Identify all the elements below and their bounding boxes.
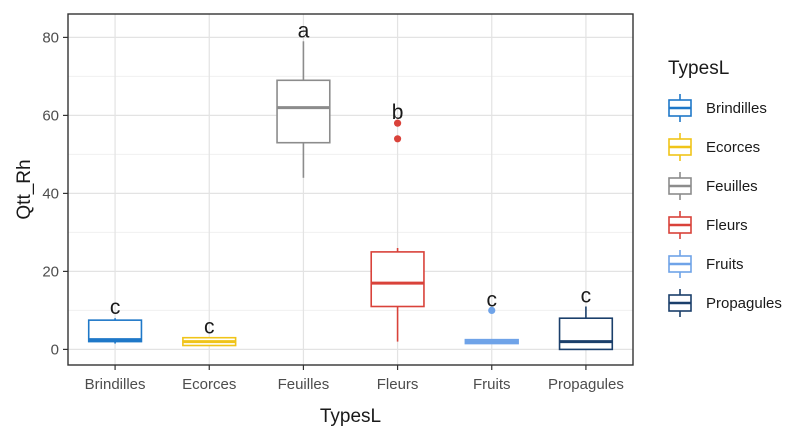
- legend-label: Feuilles: [706, 178, 758, 195]
- outlier-point: [488, 306, 496, 314]
- outlier-point: [393, 135, 402, 143]
- box-ecorces: c: [182, 316, 237, 347]
- panel-border: [67, 13, 634, 366]
- significance-letter: b: [392, 101, 404, 124]
- plot-panel: [68, 14, 633, 365]
- significance-letter: c: [581, 285, 592, 308]
- legend-item-feuilles: Feuilles: [668, 172, 758, 200]
- significance-letter: c: [204, 316, 215, 339]
- y-tick-label: 80: [42, 29, 59, 46]
- legend-label: Propagules: [706, 295, 782, 312]
- legend-item-fleurs: Fleurs: [668, 211, 748, 239]
- box-iqr: [558, 317, 614, 351]
- x-tick-label: Fleurs: [377, 376, 419, 393]
- legend-item-brindilles: Brindilles: [668, 94, 767, 122]
- legend-item-ecorces: Ecorces: [668, 133, 760, 161]
- legend: TypesL Brindilles Ecorces Feuilles Fleurs Fr…: [668, 58, 782, 317]
- x-tick-label: Ecorces: [182, 376, 236, 393]
- box-iqr: [370, 251, 425, 308]
- legend-label: Ecorces: [706, 139, 760, 156]
- box-iqr: [276, 79, 331, 144]
- y-tick-label: 20: [42, 263, 59, 280]
- y-tick-label: 60: [42, 107, 59, 124]
- boxes-layer: c c a b c c: [87, 19, 614, 351]
- x-tick-label: Fruits: [473, 376, 511, 393]
- legend-label: Brindilles: [706, 100, 767, 117]
- legend-item-propagules: Propagules: [668, 289, 782, 317]
- x-tick-label: Brindilles: [85, 376, 146, 393]
- y-tick-label: 0: [51, 341, 59, 358]
- significance-letter: c: [487, 288, 498, 311]
- y-tick-label: 40: [42, 185, 59, 202]
- outlier-point: [393, 119, 402, 127]
- y-axis-title: Qtt_Rh: [14, 159, 35, 219]
- significance-letter: c: [110, 296, 121, 319]
- box-iqr: [87, 319, 143, 343]
- box-brindilles: c: [87, 296, 143, 344]
- x-axis-title: TypesL: [320, 406, 381, 427]
- x-tick-label: Propagules: [548, 376, 624, 393]
- significance-letter: a: [298, 19, 310, 42]
- legend-item-fruits: Fruits: [668, 250, 744, 278]
- x-tick-label: Feuilles: [278, 376, 330, 393]
- panel-background: [68, 14, 633, 365]
- legend-label: Fruits: [706, 256, 744, 273]
- axes-layer: 0 20 40 60 80 Brindilles Ecorces Feuilles Fleurs…: [42, 13, 634, 393]
- legend-label: Fleurs: [706, 217, 748, 234]
- box-fruits: c: [464, 288, 519, 345]
- box-feuilles: a: [276, 19, 331, 178]
- legend-title: TypesL: [668, 58, 729, 79]
- box-propagules: c: [558, 285, 614, 351]
- box-fleurs: b: [370, 101, 425, 342]
